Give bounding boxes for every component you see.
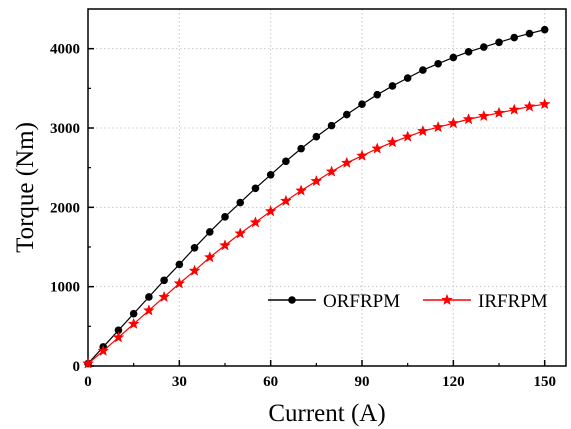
data-point	[175, 260, 184, 269]
data-point	[540, 25, 549, 34]
data-point	[160, 276, 168, 285]
data-point	[388, 82, 397, 90]
data-point	[282, 157, 290, 166]
data-point	[205, 228, 214, 236]
data-point	[127, 317, 140, 329]
data-point	[371, 142, 384, 154]
y-tick-label: 0	[73, 359, 81, 375]
data-point	[325, 165, 338, 177]
data-point	[495, 38, 503, 47]
y-axis-title: Torque (Nm)	[12, 122, 39, 253]
x-tick-label: 0	[84, 374, 92, 390]
data-point	[266, 171, 275, 179]
data-point	[264, 205, 277, 217]
data-point	[447, 117, 460, 129]
y-tick-label: 2000	[50, 200, 80, 216]
data-point	[114, 326, 123, 335]
data-point	[523, 100, 536, 112]
data-point	[493, 106, 505, 118]
x-axis-title: Current (A)	[268, 400, 385, 427]
data-point	[310, 174, 323, 187]
series-irfrpm	[82, 97, 551, 369]
x-tick-label: 150	[533, 374, 556, 390]
data-point	[188, 264, 201, 276]
y-tick-label: 1000	[50, 280, 80, 296]
legend-marker	[441, 293, 453, 306]
plot-area-frame	[87, 8, 567, 367]
data-point	[510, 33, 519, 42]
data-point	[97, 344, 110, 356]
data-point	[203, 251, 216, 263]
data-point	[358, 100, 366, 108]
legend-label: IRFRPM	[478, 291, 548, 312]
data-point	[416, 124, 429, 137]
data-point	[279, 194, 292, 207]
data-point	[82, 357, 94, 369]
data-point	[158, 290, 171, 303]
data-point	[295, 184, 308, 196]
y-tick-label: 4000	[50, 42, 80, 58]
legend-label: ORFRPM	[323, 291, 400, 312]
data-point	[464, 48, 473, 56]
legend-item-irfrpm: IRFRPM	[423, 291, 548, 312]
data-point	[419, 66, 427, 74]
legend: ORFRPM IRFRPM	[268, 291, 548, 312]
data-point	[342, 110, 351, 119]
data-point	[386, 136, 399, 148]
data-point	[221, 213, 229, 221]
legend-marker	[288, 296, 296, 304]
data-point	[219, 239, 231, 251]
data-point	[434, 59, 442, 68]
tick-labels: 0 30 60 90 120 150 0 1000 2000 3000 4000	[50, 42, 556, 390]
data-point	[403, 74, 412, 82]
data-point	[449, 53, 458, 62]
data-point	[236, 198, 245, 207]
data-point	[112, 331, 125, 343]
series-line	[87, 29, 545, 365]
data-point	[432, 120, 445, 133]
series-orfrpm	[84, 25, 549, 368]
data-point	[129, 309, 138, 318]
series-layer	[82, 25, 551, 369]
data-point	[297, 144, 305, 153]
data-point	[356, 149, 368, 161]
x-tick-label: 90	[355, 374, 370, 390]
data-point	[538, 97, 551, 110]
data-point	[312, 132, 321, 141]
legend-item-orfrpm: ORFRPM	[268, 291, 400, 312]
data-point	[327, 121, 336, 130]
data-point	[251, 184, 260, 193]
data-point	[249, 216, 262, 228]
data-point	[479, 43, 488, 51]
data-point	[173, 277, 186, 289]
x-tick-label: 30	[172, 374, 187, 390]
x-tick-label: 60	[263, 374, 278, 390]
data-point	[190, 243, 199, 252]
grid-lines	[88, 9, 566, 366]
data-point	[462, 113, 475, 125]
y-tick-label: 3000	[50, 121, 80, 137]
series-line	[87, 103, 545, 365]
data-point	[145, 293, 153, 301]
data-point	[508, 103, 521, 115]
data-point	[234, 227, 247, 239]
data-point	[525, 29, 534, 38]
x-tick-label: 120	[442, 374, 465, 390]
data-point	[477, 109, 490, 122]
data-point	[401, 130, 414, 142]
data-point	[340, 156, 353, 168]
data-point	[373, 90, 382, 99]
data-point	[142, 304, 155, 316]
